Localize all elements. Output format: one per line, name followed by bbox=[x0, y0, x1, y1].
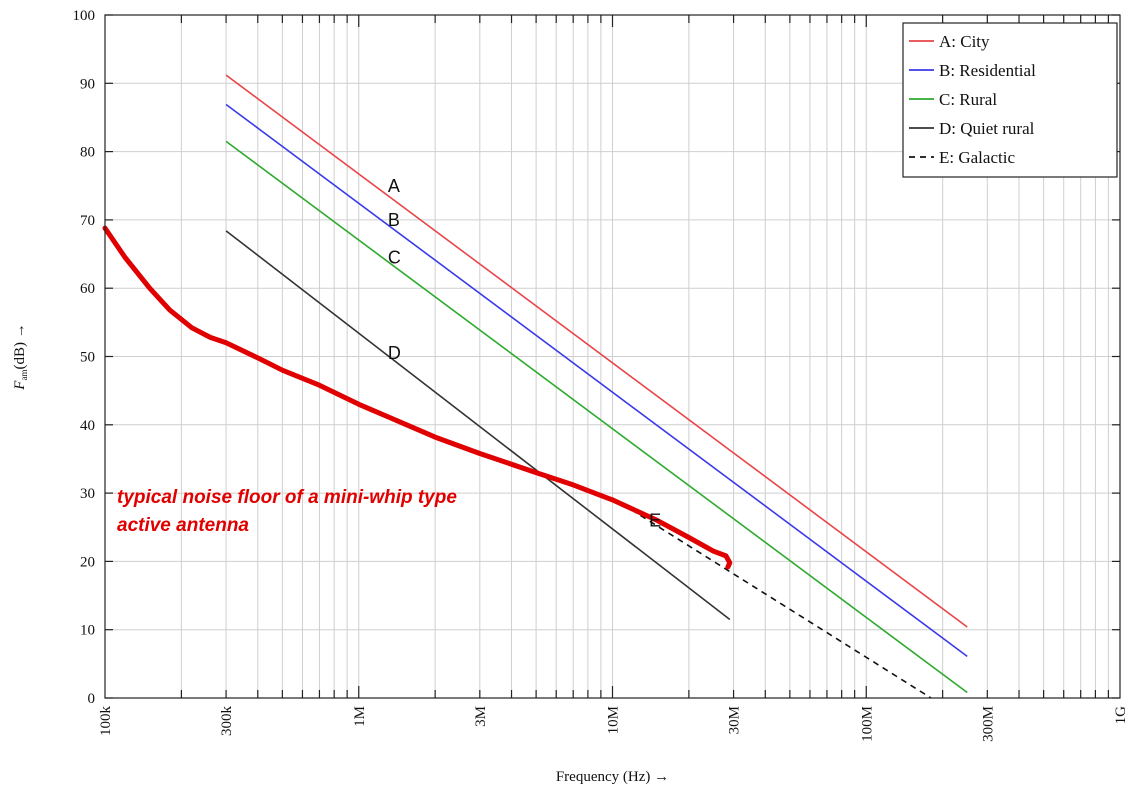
legend-box bbox=[902, 22, 1118, 178]
x-tick-label: 30M bbox=[727, 706, 743, 734]
y-tick-label: 40 bbox=[80, 418, 95, 434]
series-letter-b: B bbox=[388, 210, 400, 230]
y-axis-unit: (dB) → bbox=[12, 323, 28, 369]
legend-label-e: E: Galactic bbox=[939, 148, 1015, 167]
legend-label-c: C: Rural bbox=[939, 90, 997, 109]
series-line-c bbox=[225, 140, 968, 694]
legend-label-b: B: Residential bbox=[939, 61, 1036, 80]
y-tick-label: 30 bbox=[80, 486, 95, 502]
y-tick-label: 0 bbox=[88, 691, 96, 707]
series-letter-e: E bbox=[649, 510, 661, 530]
y-tick-label: 50 bbox=[80, 350, 95, 366]
series-line-d bbox=[225, 230, 731, 621]
y-axis-title: Fam(dB) → bbox=[12, 323, 29, 390]
x-tick-label: 300k bbox=[219, 706, 235, 737]
series-letter-c: C bbox=[388, 247, 401, 267]
legend: A: City B: Residential C: Rural D: Quiet ru… bbox=[902, 22, 1118, 178]
y-tick-label: 60 bbox=[80, 281, 95, 297]
x-tick-label: 100M bbox=[859, 706, 875, 742]
series-letters: ABC D E bbox=[388, 176, 661, 531]
noise-floor-line bbox=[102, 225, 733, 570]
y-tick-label: 100 bbox=[73, 8, 96, 24]
legend-label-a: A: City bbox=[939, 32, 990, 51]
series-letter-a: A bbox=[388, 176, 400, 196]
noise-floor-curve bbox=[102, 225, 733, 570]
axis-ticks: 100k 300k 1M 3M 10M 30M 100M 300M 1G 0 10 20 30 40 50 6… bbox=[73, 8, 1130, 742]
series-lines bbox=[225, 74, 968, 699]
y-tick-label: 70 bbox=[80, 213, 95, 229]
y-axis-subscript: am bbox=[19, 370, 29, 381]
y-axis-symbol: F bbox=[12, 380, 28, 391]
x-tick-label: 10M bbox=[606, 706, 622, 734]
grid bbox=[105, 15, 1120, 698]
y-tick-label: 80 bbox=[80, 145, 95, 161]
annotation-line-2: active antenna bbox=[117, 515, 249, 536]
series-line-e bbox=[612, 497, 932, 699]
x-tick-label: 1G bbox=[1113, 706, 1129, 725]
annotation-line-1: typical noise floor of a mini-whip type bbox=[117, 487, 457, 508]
x-tick-label: 3M bbox=[473, 706, 489, 727]
series-letter-d: D bbox=[388, 343, 401, 363]
series-line-a bbox=[225, 74, 968, 628]
x-tick-label: 1M bbox=[352, 706, 368, 727]
x-tick-label: 100k bbox=[98, 706, 114, 737]
y-tick-label: 20 bbox=[80, 554, 95, 570]
x-axis-title: Frequency (Hz) → bbox=[556, 769, 669, 785]
svg-text:Fam(dB) →: Fam(dB) → bbox=[12, 323, 29, 390]
legend-label-d: D: Quiet rural bbox=[939, 119, 1035, 138]
y-tick-label: 90 bbox=[80, 76, 95, 92]
legend-items: A: City B: Residential C: Rural D: Quiet ru… bbox=[909, 32, 1036, 167]
y-tick-label: 10 bbox=[80, 623, 95, 639]
series-line-b bbox=[225, 103, 968, 657]
x-tick-label: 300M bbox=[980, 706, 996, 742]
